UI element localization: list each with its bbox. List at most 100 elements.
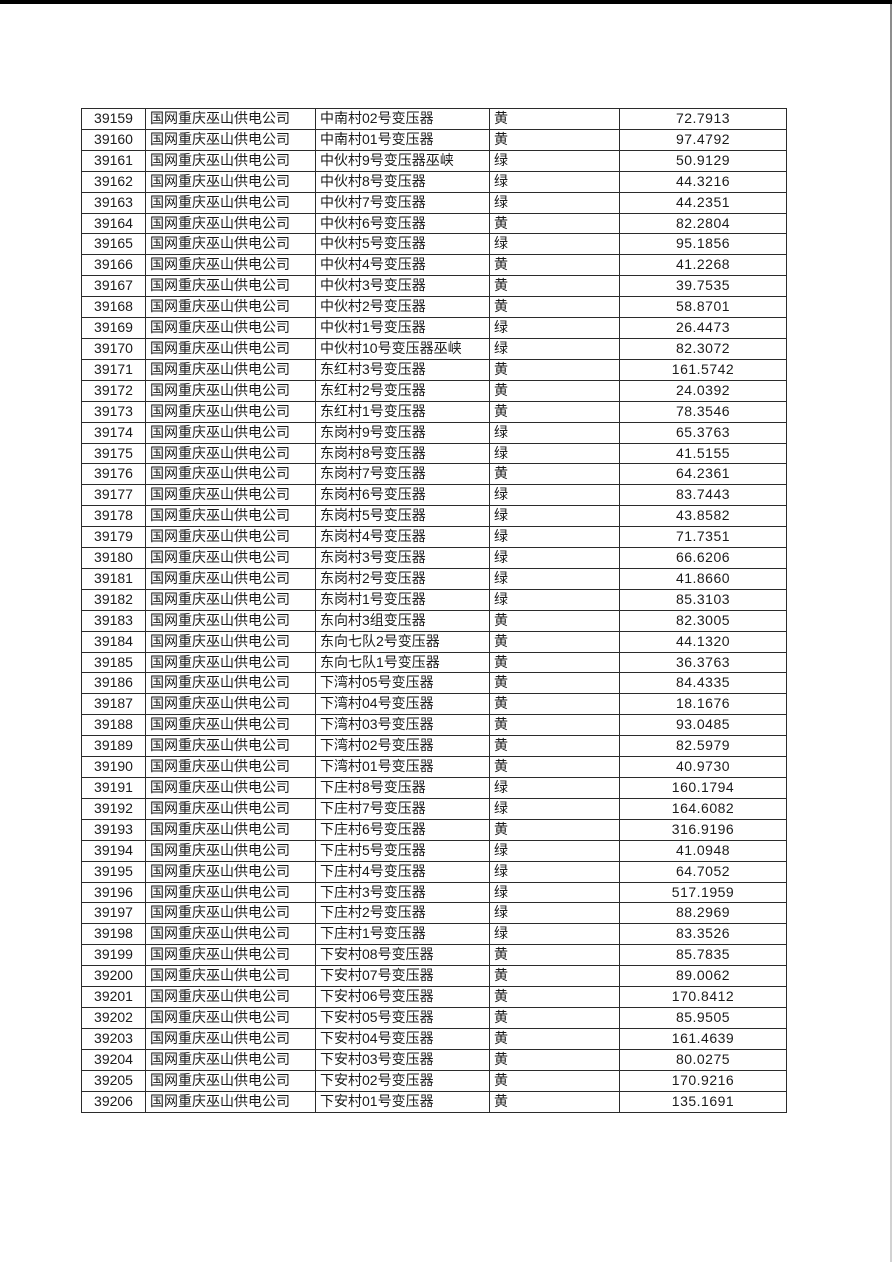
cell-company: 国网重庆巫山供电公司 — [145, 275, 316, 298]
cell-value: 83.3526 — [619, 923, 787, 946]
cell-transformer-name: 东岗村3号变压器 — [315, 547, 490, 569]
cell-transformer-name: 中南村01号变压器 — [315, 128, 490, 151]
cell-status-color: 绿 — [489, 567, 620, 590]
table-row: 39176 国网重庆巫山供电公司 东岗村7号变压器 黄 64.2361 — [81, 463, 787, 486]
cell-value: 78.3546 — [619, 400, 787, 423]
table-row: 39178 国网重庆巫山供电公司 东岗村5号变压器 绿 43.8582 — [81, 505, 787, 528]
cell-value: 44.2351 — [619, 191, 787, 214]
cell-status-color: 绿 — [489, 421, 620, 444]
cell-status-color: 黄 — [489, 944, 620, 967]
table-row: 39194 国网重庆巫山供电公司 下庄村5号变压器 绿 41.0948 — [81, 839, 787, 862]
cell-transformer-name: 下安村02号变压器 — [315, 1069, 490, 1092]
cell-status-color: 绿 — [489, 588, 620, 611]
cell-row-id: 39175 — [81, 442, 146, 465]
cell-value: 50.9129 — [619, 149, 787, 172]
cell-value: 84.4335 — [619, 672, 787, 695]
cell-row-id: 39187 — [81, 693, 146, 716]
table-row: 39186 国网重庆巫山供电公司 下湾村05号变压器 黄 84.4335 — [81, 672, 787, 695]
cell-transformer-name: 下安村01号变压器 — [315, 1090, 490, 1113]
cell-row-id: 39178 — [81, 505, 146, 528]
cell-company: 国网重庆巫山供电公司 — [145, 212, 316, 235]
cell-status-color: 黄 — [489, 463, 620, 486]
cell-company: 国网重庆巫山供电公司 — [145, 902, 316, 925]
cell-value: 89.0062 — [619, 965, 787, 988]
cell-company: 国网重庆巫山供电公司 — [145, 714, 316, 737]
cell-transformer-name: 东向七队1号变压器 — [315, 651, 490, 674]
page-top-border — [0, 0, 892, 4]
cell-transformer-name: 中伙村4号变压器 — [315, 254, 490, 277]
cell-company: 国网重庆巫山供电公司 — [145, 1027, 316, 1050]
cell-value: 161.4639 — [619, 1027, 787, 1050]
cell-status-color: 绿 — [489, 442, 620, 465]
table-row: 39177 国网重庆巫山供电公司 东岗村6号变压器 绿 83.7443 — [81, 484, 787, 507]
cell-company: 国网重庆巫山供电公司 — [145, 797, 316, 820]
cell-transformer-name: 东向村3组变压器 — [315, 609, 490, 632]
cell-row-id: 39191 — [81, 777, 146, 799]
table-row: 39160 国网重庆巫山供电公司 中南村01号变压器 黄 97.4792 — [81, 128, 787, 151]
cell-row-id: 39164 — [81, 212, 146, 235]
cell-row-id: 39194 — [81, 839, 146, 862]
cell-value: 82.5979 — [619, 735, 787, 758]
cell-row-id: 39170 — [81, 337, 146, 360]
cell-status-color: 黄 — [489, 1027, 620, 1050]
table-row: 39206 国网重庆巫山供电公司 下安村01号变压器 黄 135.1691 — [81, 1090, 787, 1113]
table-row: 39179 国网重庆巫山供电公司 东岗村4号变压器 绿 71.7351 — [81, 526, 787, 549]
cell-row-id: 39183 — [81, 609, 146, 632]
cell-transformer-name: 下湾村02号变压器 — [315, 735, 490, 758]
cell-value: 85.7835 — [619, 944, 787, 967]
cell-row-id: 39198 — [81, 923, 146, 946]
table-row: 39192 国网重庆巫山供电公司 下庄村7号变压器 绿 164.6082 — [81, 797, 787, 820]
table-row: 39171 国网重庆巫山供电公司 东红村3号变压器 黄 161.5742 — [81, 358, 787, 381]
cell-company: 国网重庆巫山供电公司 — [145, 756, 316, 778]
cell-row-id: 39163 — [81, 191, 146, 214]
cell-row-id: 39200 — [81, 965, 146, 988]
cell-transformer-name: 下庄村3号变压器 — [315, 881, 490, 904]
cell-row-id: 39162 — [81, 170, 146, 193]
cell-row-id: 39196 — [81, 881, 146, 904]
cell-row-id: 39173 — [81, 400, 146, 423]
cell-company: 国网重庆巫山供电公司 — [145, 108, 316, 130]
cell-row-id: 39161 — [81, 149, 146, 172]
table-row: 39165 国网重庆巫山供电公司 中伙村5号变压器 绿 95.1856 — [81, 233, 787, 256]
cell-value: 135.1691 — [619, 1090, 787, 1113]
cell-company: 国网重庆巫山供电公司 — [145, 442, 316, 465]
cell-status-color: 绿 — [489, 484, 620, 507]
cell-row-id: 39172 — [81, 379, 146, 402]
cell-status-color: 黄 — [489, 693, 620, 716]
cell-transformer-name: 东岗村4号变压器 — [315, 526, 490, 549]
cell-value: 95.1856 — [619, 233, 787, 256]
cell-status-color: 黄 — [489, 1069, 620, 1092]
cell-value: 41.8660 — [619, 567, 787, 590]
cell-status-color: 黄 — [489, 358, 620, 381]
cell-row-id: 39177 — [81, 484, 146, 507]
cell-company: 国网重庆巫山供电公司 — [145, 317, 316, 339]
cell-value: 80.0275 — [619, 1048, 787, 1071]
table-row: 39184 国网重庆巫山供电公司 东向七队2号变压器 黄 44.1320 — [81, 630, 787, 653]
cell-status-color: 绿 — [489, 797, 620, 820]
table-row: 39162 国网重庆巫山供电公司 中伙村8号变压器 绿 44.3216 — [81, 170, 787, 193]
cell-value: 41.5155 — [619, 442, 787, 465]
table-row: 39172 国网重庆巫山供电公司 东红村2号变压器 黄 24.0392 — [81, 379, 787, 402]
table-row: 39205 国网重庆巫山供电公司 下安村02号变压器 黄 170.9216 — [81, 1069, 787, 1092]
cell-status-color: 绿 — [489, 526, 620, 549]
cell-status-color: 黄 — [489, 379, 620, 402]
cell-company: 国网重庆巫山供电公司 — [145, 588, 316, 611]
cell-row-id: 39205 — [81, 1069, 146, 1092]
cell-status-color: 黄 — [489, 212, 620, 235]
cell-status-color: 黄 — [489, 672, 620, 695]
cell-company: 国网重庆巫山供电公司 — [145, 233, 316, 256]
cell-value: 24.0392 — [619, 379, 787, 402]
table-row: 39174 国网重庆巫山供电公司 东岗村9号变压器 绿 65.3763 — [81, 421, 787, 444]
cell-company: 国网重庆巫山供电公司 — [145, 567, 316, 590]
cell-transformer-name: 下庄村4号变压器 — [315, 860, 490, 883]
cell-company: 国网重庆巫山供电公司 — [145, 735, 316, 758]
cell-company: 国网重庆巫山供电公司 — [145, 547, 316, 569]
cell-row-id: 39182 — [81, 588, 146, 611]
table-row: 39196 国网重庆巫山供电公司 下庄村3号变压器 绿 517.1959 — [81, 881, 787, 904]
table-row: 39190 国网重庆巫山供电公司 下湾村01号变压器 黄 40.9730 — [81, 756, 787, 778]
cell-company: 国网重庆巫山供电公司 — [145, 923, 316, 946]
cell-value: 517.1959 — [619, 881, 787, 904]
table-row: 39191 国网重庆巫山供电公司 下庄村8号变压器 绿 160.1794 — [81, 777, 787, 799]
cell-status-color: 绿 — [489, 505, 620, 528]
cell-status-color: 绿 — [489, 149, 620, 172]
